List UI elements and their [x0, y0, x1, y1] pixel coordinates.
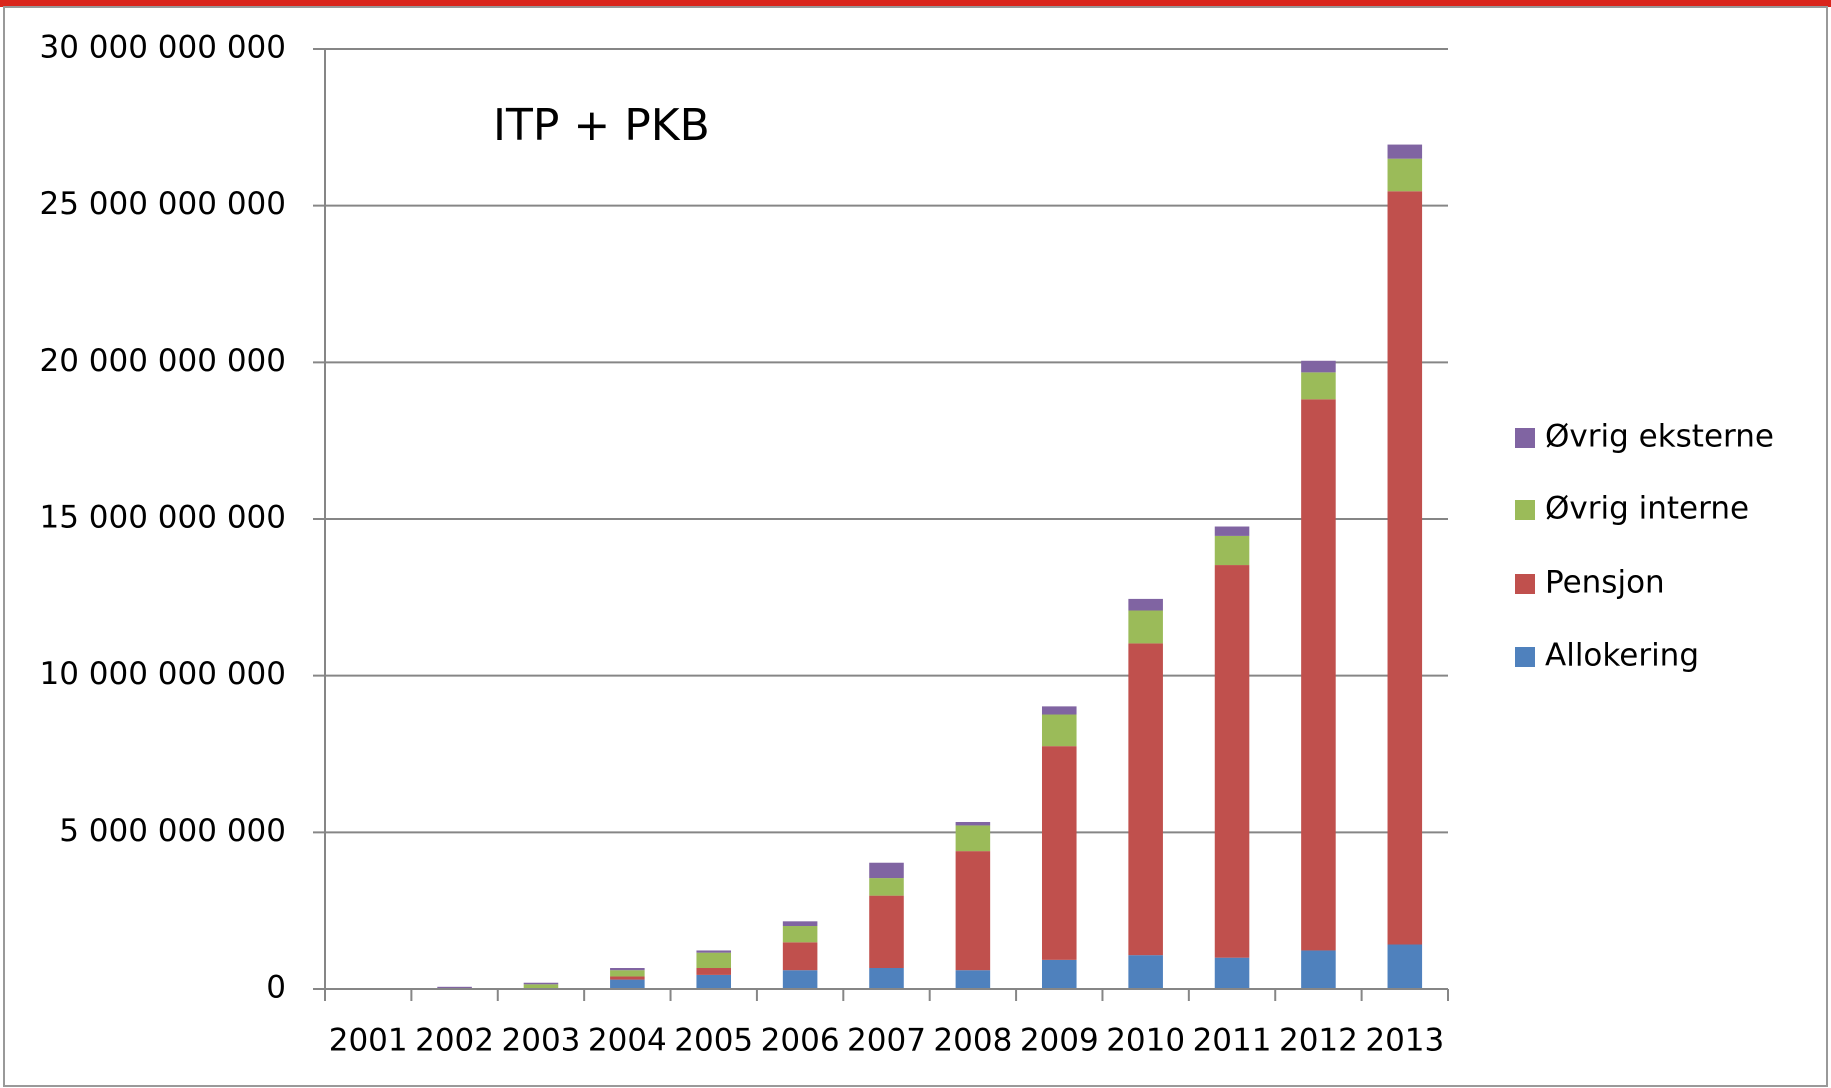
legend-label: Øvrig interne	[1545, 491, 1749, 527]
bar-segment	[610, 968, 645, 971]
bar-segment	[955, 851, 991, 971]
bar-segment	[782, 970, 818, 989]
bar-segment	[869, 968, 904, 989]
x-tick-label: 2013	[1365, 1023, 1444, 1059]
legend-swatch	[1515, 428, 1535, 448]
bar-segment	[869, 895, 904, 969]
bar-segment	[1128, 610, 1163, 644]
bar-segment	[1301, 372, 1336, 400]
bar-segment	[610, 970, 645, 977]
bar-segment	[1387, 191, 1423, 945]
bar-segment	[523, 984, 559, 989]
bar-segment	[1041, 714, 1077, 747]
bar-segment	[1214, 565, 1250, 958]
x-tick-label: 2001	[329, 1023, 408, 1059]
bar-segment	[696, 968, 732, 975]
bar-segment	[1214, 526, 1250, 536]
x-tick-label: 2005	[674, 1023, 753, 1059]
legend-swatch	[1515, 647, 1535, 667]
bar-segment	[782, 942, 818, 971]
x-tick-label: 2006	[761, 1023, 840, 1059]
bar-segment	[1387, 944, 1423, 989]
bar-segment	[1301, 399, 1336, 951]
bar-segment	[869, 878, 904, 896]
legend-label: Øvrig eksterne	[1545, 419, 1774, 455]
bar-segment	[1041, 959, 1077, 989]
bar-segment	[610, 976, 645, 980]
bar-segment	[1301, 360, 1336, 373]
legend-label: Allokering	[1545, 638, 1699, 674]
bar-segment	[523, 982, 559, 985]
legend-swatch	[1515, 574, 1535, 594]
x-tick-label: 2008	[933, 1023, 1012, 1059]
bar-segment	[1128, 955, 1163, 989]
bar-segment	[955, 825, 991, 852]
bar-segment	[1301, 950, 1336, 989]
x-tick-label: 2002	[415, 1023, 494, 1059]
bar-segment	[1387, 144, 1423, 159]
bar-segment	[1041, 706, 1077, 715]
x-tick-label: 2003	[502, 1023, 581, 1059]
y-tick-label: 30 000 000 000	[39, 30, 286, 66]
bar-segment	[696, 974, 732, 989]
bar-segment	[955, 970, 991, 989]
bar-segment	[1214, 535, 1250, 566]
bar-segment	[955, 821, 991, 826]
bar-segment	[782, 921, 818, 927]
x-tick-label: 2010	[1106, 1023, 1185, 1059]
x-tick-label: 2011	[1193, 1023, 1272, 1059]
legend-swatch	[1515, 500, 1535, 520]
y-tick-label: 5 000 000 000	[59, 813, 286, 849]
bar-segment	[1387, 158, 1423, 192]
x-tick-label: 2007	[847, 1023, 926, 1059]
bar-segment	[869, 862, 904, 879]
frame	[3, 6, 1828, 1087]
x-tick-label: 2004	[588, 1023, 667, 1059]
annotation: ITP + PKB	[493, 100, 710, 151]
y-tick-label: 20 000 000 000	[39, 343, 286, 379]
bar-segment	[782, 926, 818, 943]
y-tick-label: 25 000 000 000	[39, 186, 286, 222]
y-tick-label: 10 000 000 000	[39, 656, 286, 692]
bar-segment	[610, 979, 645, 989]
bar-segment	[1041, 746, 1077, 960]
legend-label: Pensjon	[1545, 565, 1665, 601]
bar-segment	[437, 986, 472, 989]
y-tick-label: 15 000 000 000	[39, 500, 286, 536]
bar-segment	[696, 952, 732, 969]
y-tick-label: 0	[266, 970, 286, 1006]
bar-segment	[1128, 598, 1163, 611]
bar-segment	[1128, 643, 1163, 956]
bar-segment	[696, 950, 732, 953]
bar-segment	[1214, 957, 1250, 989]
x-tick-label: 2009	[1020, 1023, 1099, 1059]
x-tick-label: 2012	[1279, 1023, 1358, 1059]
top-border	[0, 0, 1831, 7]
